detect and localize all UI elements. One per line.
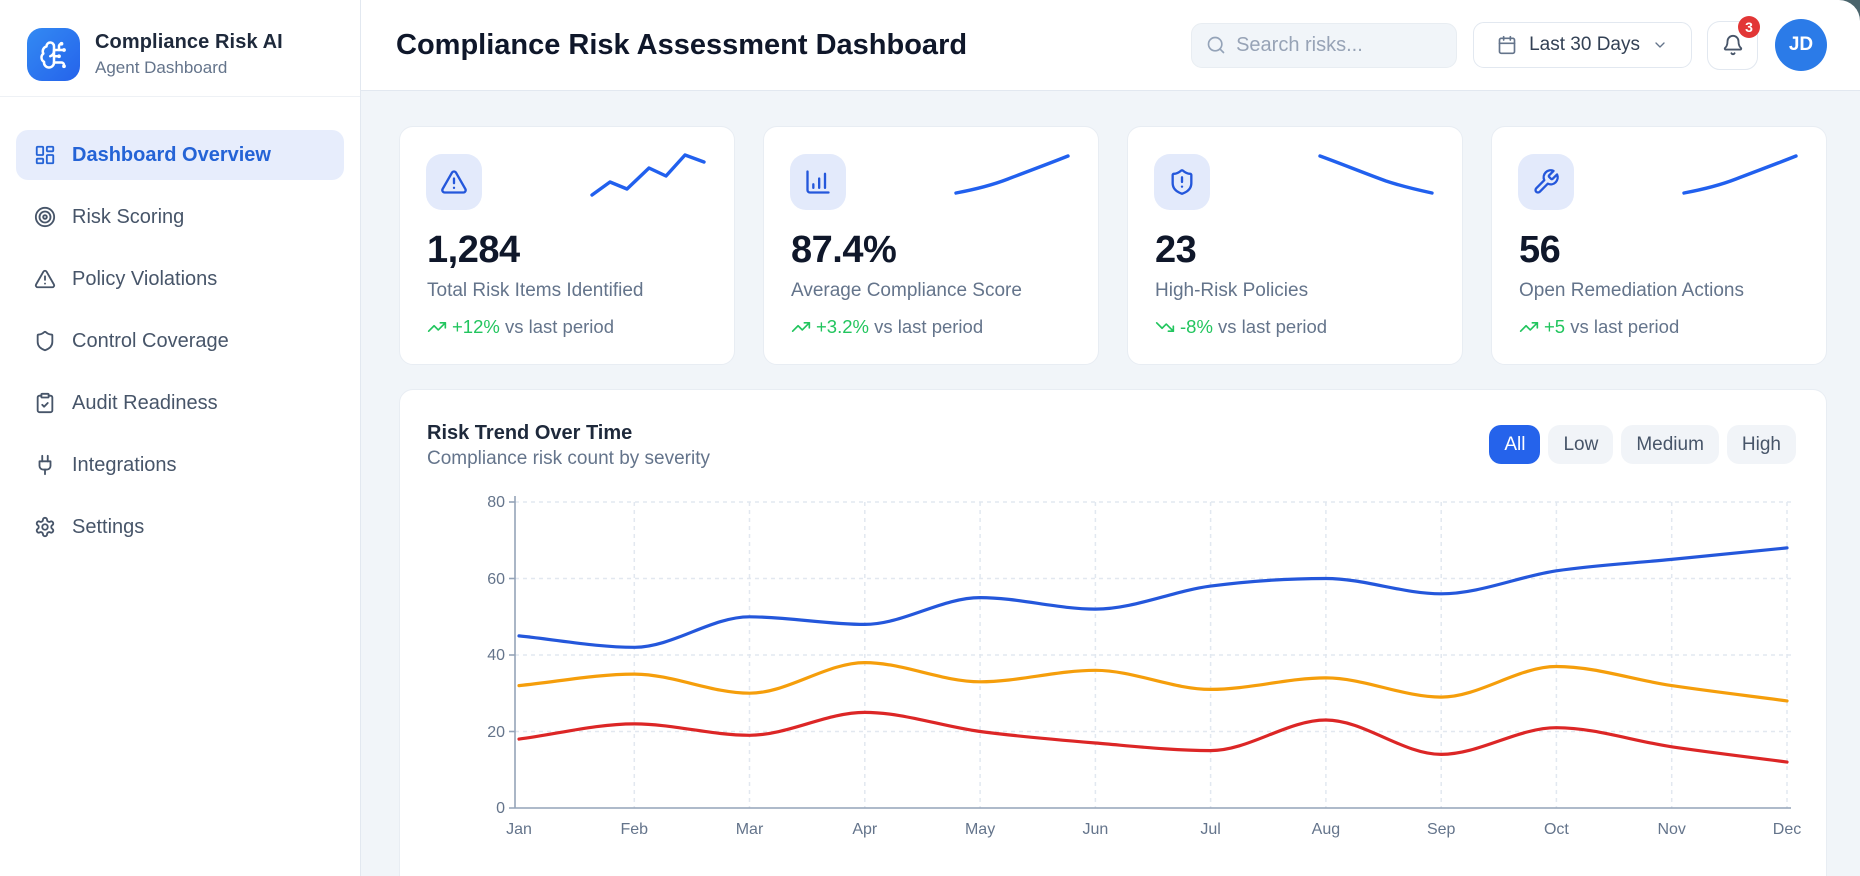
svg-text:Apr: Apr	[852, 821, 878, 838]
svg-text:Nov: Nov	[1657, 821, 1685, 838]
svg-text:May: May	[965, 821, 995, 838]
svg-text:Jan: Jan	[506, 821, 532, 838]
svg-text:80: 80	[487, 494, 505, 511]
svg-text:20: 20	[487, 724, 505, 741]
svg-text:Jul: Jul	[1200, 821, 1220, 838]
svg-text:Aug: Aug	[1312, 821, 1340, 838]
svg-text:60: 60	[487, 571, 505, 588]
svg-text:Oct: Oct	[1544, 821, 1569, 838]
svg-text:40: 40	[487, 647, 505, 664]
svg-text:Sep: Sep	[1427, 821, 1456, 838]
svg-text:Mar: Mar	[736, 821, 764, 838]
svg-text:Jun: Jun	[1083, 821, 1109, 838]
svg-text:0: 0	[496, 800, 505, 817]
svg-text:Dec: Dec	[1773, 821, 1801, 838]
svg-text:Feb: Feb	[621, 821, 649, 838]
